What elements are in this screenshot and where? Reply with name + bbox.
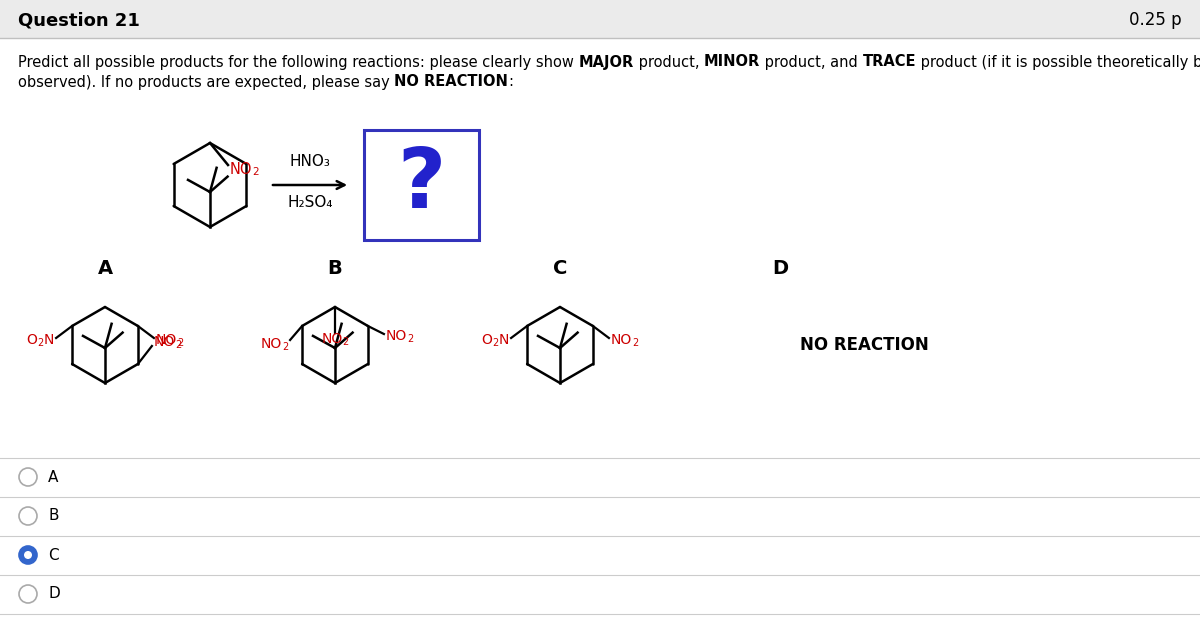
Text: HNO₃: HNO₃ [289,154,330,169]
Text: :: : [509,74,514,89]
Text: 2: 2 [252,167,259,177]
Text: N: N [499,333,509,347]
Text: observed). If no products are expected, please say: observed). If no products are expected, … [18,74,395,89]
Text: MAJOR: MAJOR [578,55,634,69]
Text: D: D [48,586,60,601]
Text: product (if it is possible theoretically but not expected to be: product (if it is possible theoretically… [916,55,1200,69]
Text: 2: 2 [407,334,414,344]
Text: TRACE: TRACE [863,55,916,69]
Text: NO: NO [386,329,407,343]
Text: NO: NO [611,333,632,347]
Text: 2: 2 [282,342,288,352]
Text: Predict all possible products for the following reactions: please clearly show: Predict all possible products for the fo… [18,55,578,69]
Text: C: C [48,547,59,562]
Text: NO: NO [154,335,175,349]
Text: NO REACTION: NO REACTION [800,336,929,354]
Text: B: B [48,508,59,523]
Text: O: O [481,333,492,347]
Text: product, and: product, and [760,55,863,69]
Circle shape [24,551,32,559]
Circle shape [19,546,37,564]
Text: H₂SO₄: H₂SO₄ [287,195,332,210]
Text: 2: 2 [178,338,184,348]
Text: 2: 2 [342,337,349,347]
Circle shape [19,468,37,486]
Text: 0.25 p: 0.25 p [1129,11,1182,29]
Text: 2: 2 [175,340,181,350]
Text: Question 21: Question 21 [18,11,140,29]
Text: 2: 2 [492,338,499,348]
Text: NO: NO [260,337,282,351]
Text: N: N [43,333,54,347]
Text: A: A [48,469,59,484]
Text: 2: 2 [37,338,43,348]
Circle shape [19,585,37,603]
Text: ?: ? [397,145,445,226]
Text: O: O [26,333,37,347]
Text: product,: product, [634,55,704,69]
Text: NO: NO [156,333,178,347]
Text: NO: NO [230,162,252,177]
Circle shape [19,507,37,525]
Text: NO: NO [322,332,342,346]
Text: D: D [772,259,788,277]
Bar [0,0,1200,38]
Text: A: A [97,259,113,277]
Bar [364,130,479,240]
Text: 2: 2 [632,338,638,348]
Text: MINOR: MINOR [704,55,760,69]
Text: B: B [328,259,342,277]
Text: NO REACTION: NO REACTION [395,74,509,89]
Text: C: C [553,259,568,277]
